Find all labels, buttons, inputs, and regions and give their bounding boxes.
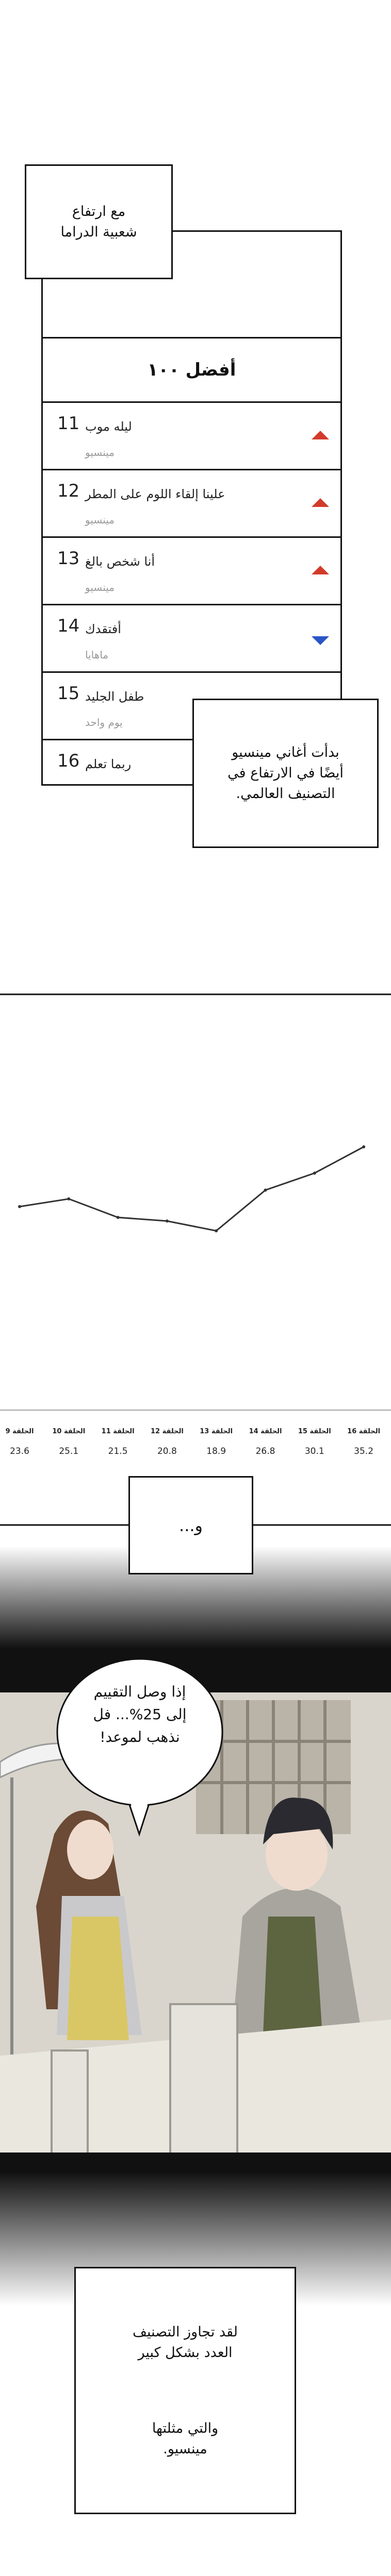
caption-line: بدأت أغاني مينسيو bbox=[232, 744, 339, 760]
rank-number: 15 bbox=[57, 683, 80, 704]
caption-box: لقد تجاوز التصنيف العدد بشكل كبير والتي مث… bbox=[74, 2267, 296, 2514]
trend-arrow bbox=[312, 498, 329, 507]
x-tick-label: الحلقة 14 bbox=[249, 1428, 282, 1435]
artist-name: مينسيو bbox=[85, 581, 115, 594]
caption-box: مع ارتفاع شعبية الدراما bbox=[25, 164, 173, 279]
x-tick-label: الحلقة 13 bbox=[200, 1428, 233, 1435]
rank-number: 11 bbox=[57, 413, 80, 434]
caption-box: و... bbox=[128, 1476, 253, 1574]
ranking-row: 15 طفل الجليد يوم واحد bbox=[43, 673, 340, 740]
song-title: ليله موب bbox=[85, 419, 132, 434]
speech-bubble bbox=[56, 1658, 223, 1837]
caption-line: إذا وصل التقييم bbox=[93, 1683, 186, 1700]
caption-paragraph: والتي مثلتها مينسيو. bbox=[152, 2418, 218, 2460]
song-title: أفتقدك bbox=[85, 622, 121, 636]
ranking-box: أفضل ١٠٠ 11 ليله موب مينسيو 12 علينا إلقاء ا… bbox=[41, 230, 342, 786]
value-label: 23.6 bbox=[10, 1446, 29, 1456]
caption-line: التصنيف العالمي. bbox=[236, 786, 335, 802]
data-point bbox=[67, 1197, 71, 1200]
song-title: طفل الجليد bbox=[85, 689, 144, 704]
data-point bbox=[116, 1216, 120, 1219]
rank-number: 14 bbox=[57, 616, 80, 636]
caption-line: شعبية الدراما bbox=[60, 224, 137, 240]
artist-name: مينسيو bbox=[85, 446, 115, 459]
data-point bbox=[18, 1205, 21, 1208]
value-label: 18.9 bbox=[206, 1446, 226, 1456]
caption-paragraph: لقد تجاوز التصنيف العدد بشكل كبير bbox=[133, 2322, 238, 2363]
x-tick-label: الحلقة 9 bbox=[6, 1428, 34, 1435]
artist-name: مينسيو bbox=[85, 514, 115, 526]
song-title: أنا شخص بالغ bbox=[85, 554, 155, 569]
data-point bbox=[313, 1172, 316, 1175]
value-label: 26.8 bbox=[256, 1446, 275, 1456]
series-line bbox=[19, 1146, 364, 1232]
song-title: ربما تعلم bbox=[85, 757, 132, 771]
caption-line: العدد بشكل كبير bbox=[138, 2344, 233, 2361]
data-point bbox=[165, 1219, 169, 1223]
data-point bbox=[362, 1145, 366, 1148]
x-tick-label: الحلقة 10 bbox=[52, 1428, 85, 1435]
ranking-row: 11 ليله موب مينسيو bbox=[43, 403, 340, 470]
artist-name: يوم واحد bbox=[85, 716, 123, 728]
caption-line: أيضًا في الارتفاع في bbox=[227, 765, 344, 781]
caption-line: نذهب لموعد! bbox=[100, 1728, 180, 1745]
caption-box: بدأت أغاني مينسيو أيضًا في الارتفاع في الت… bbox=[192, 699, 379, 848]
bubble-text: إذا وصل التقييم إلى 25%... فل نذهب لموعد! bbox=[67, 1681, 213, 1749]
value-label: 25.1 bbox=[59, 1446, 78, 1456]
trend-arrow bbox=[312, 431, 329, 439]
value-label: 20.8 bbox=[157, 1446, 177, 1456]
rank-number: 13 bbox=[57, 548, 80, 569]
artist-name: ماهايا bbox=[85, 649, 109, 661]
song-title: علينا إلقاء اللوم على المطر bbox=[85, 487, 225, 501]
data-point bbox=[215, 1229, 218, 1232]
caption-line: والتي مثلتها bbox=[152, 2420, 219, 2436]
ranking-title: أفضل ١٠٠ bbox=[43, 337, 340, 403]
trend-arrow bbox=[312, 636, 329, 645]
x-tick-label: الحلقة 16 bbox=[347, 1428, 380, 1435]
x-tick-label: الحلقة 15 bbox=[298, 1428, 331, 1435]
rank-number: 12 bbox=[57, 481, 80, 501]
rank-number: 16 bbox=[57, 751, 80, 771]
caption-line: مينسيو. bbox=[163, 2441, 207, 2457]
caption-line: إلى 25%... فل bbox=[93, 1706, 187, 1723]
ranking-row: 16 ربما تعلم bbox=[43, 740, 340, 808]
data-point bbox=[264, 1189, 267, 1192]
x-tick-label: الحلقة 11 bbox=[102, 1428, 135, 1435]
caption-line: مع ارتفاع bbox=[72, 203, 126, 219]
trend-arrow bbox=[312, 566, 329, 574]
value-label: 21.5 bbox=[108, 1446, 128, 1456]
ranking-row: 12 علينا إلقاء اللوم على المطر مينسيو bbox=[43, 470, 340, 538]
dark-band bbox=[0, 2153, 391, 2173]
value-label: 35.2 bbox=[354, 1446, 373, 1456]
caption-line: لقد تجاوز التصنيف bbox=[133, 2324, 238, 2340]
caption-text: و... bbox=[179, 1515, 203, 1535]
ranking-row: 14 أفتقدك ماهايا bbox=[43, 605, 340, 673]
value-label: 30.1 bbox=[305, 1446, 324, 1456]
x-tick-label: الحلقة 12 bbox=[151, 1428, 184, 1435]
ranking-row: 13 أنا شخص بالغ مينسيو bbox=[43, 538, 340, 605]
